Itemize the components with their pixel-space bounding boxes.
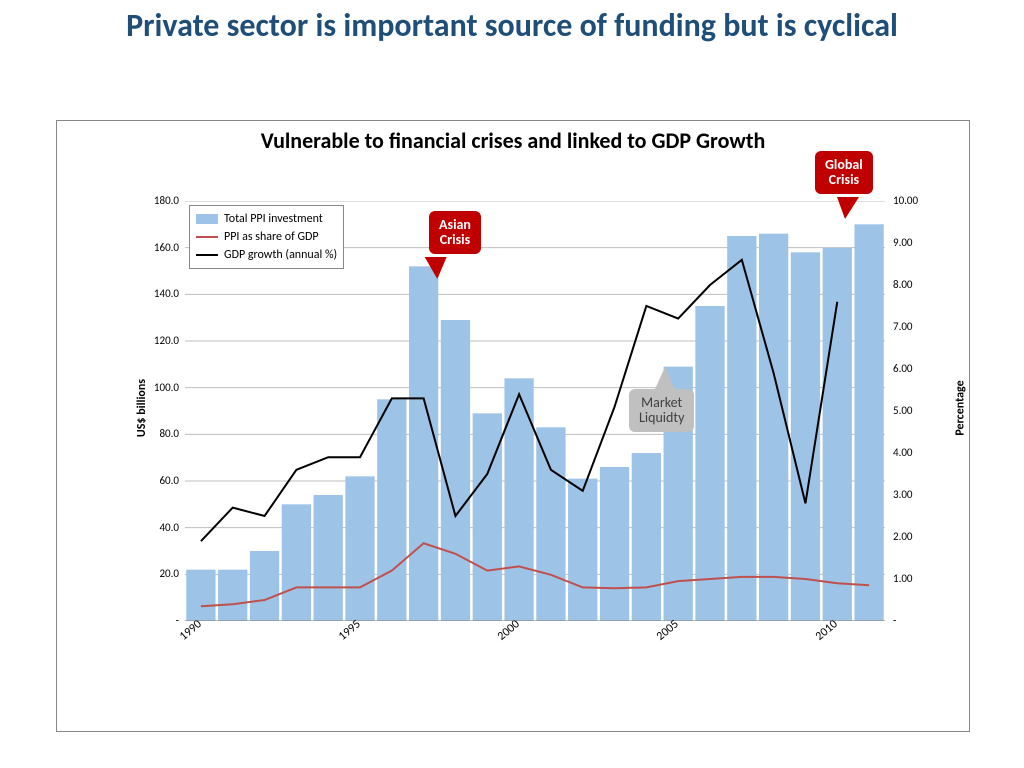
y-right-tick: - (893, 614, 896, 627)
legend: Total PPI investment PPI as share of GDP G… (189, 205, 344, 269)
y-left-tick: 20.0 (159, 567, 179, 580)
y-left-tick: 140.0 (154, 287, 179, 300)
legend-swatch (196, 214, 218, 224)
legend-line (196, 254, 218, 256)
legend-line (196, 236, 218, 238)
y-right-tick: 1.00 (893, 572, 913, 585)
y-left-tick: - (176, 614, 179, 627)
y-left-tick: 60.0 (159, 474, 179, 487)
y-right-tick: 3.00 (893, 488, 913, 501)
y-right-tick: 6.00 (893, 362, 913, 375)
callout-tail-asian (425, 257, 452, 279)
callout-tail-liquidity (655, 367, 675, 389)
callout-tail-global (837, 197, 859, 219)
y-left-tick: 100.0 (154, 381, 179, 394)
y-right-tick: 8.00 (893, 278, 913, 291)
y-left-tick: 180.0 (154, 194, 179, 207)
y-right-tick: 10.00 (893, 194, 918, 207)
callout-global: GlobalCrisis (815, 151, 873, 194)
y-left-tick: 160.0 (154, 241, 179, 254)
x-tick: 2000 (495, 617, 523, 643)
x-tick: 2010 (813, 617, 841, 643)
callout-liquidity: MarketLiquidty (629, 389, 694, 432)
y-left-tick: 80.0 (159, 427, 179, 440)
page-title: Private sector is important source of fu… (40, 8, 984, 45)
y-left-tick: 40.0 (159, 521, 179, 534)
x-tick: 2005 (654, 617, 682, 643)
chart-container: Vulnerable to financial crises and linke… (56, 120, 970, 732)
y-right-tick: 9.00 (893, 236, 913, 249)
y-right-tick: 2.00 (893, 530, 913, 543)
x-tick: 1995 (336, 617, 364, 643)
chart-title: Vulnerable to financial crises and linke… (203, 127, 823, 154)
legend-label: Total PPI investment (224, 212, 323, 226)
legend-item: GDP growth (annual %) (196, 246, 337, 264)
x-tick: 1990 (177, 617, 205, 643)
callout-asian: AsianCrisis (429, 211, 481, 254)
legend-label: GDP growth (annual %) (224, 248, 337, 262)
y-right-tick: 7.00 (893, 320, 913, 333)
y-right-tick: 4.00 (893, 446, 913, 459)
legend-item: PPI as share of GDP (196, 228, 337, 246)
y-axis-left-label: US$ billions (135, 379, 149, 437)
legend-item: Total PPI investment (196, 210, 337, 228)
y-axis-right-label: Percentage (954, 380, 968, 435)
legend-label: PPI as share of GDP (224, 230, 319, 244)
y-left-tick: 120.0 (154, 334, 179, 347)
y-right-tick: 5.00 (893, 404, 913, 417)
